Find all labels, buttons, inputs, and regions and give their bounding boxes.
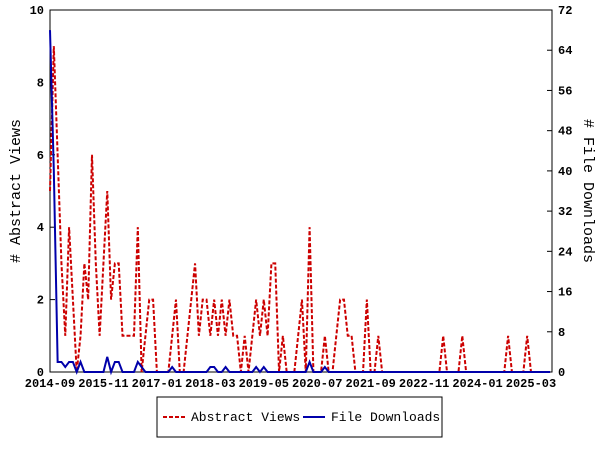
x-tick-label: 2017-01 (132, 377, 182, 391)
legend-box (156, 396, 443, 438)
x-tick-label: 2019-05 (239, 377, 289, 391)
y-axis-title: # Abstract Views (8, 119, 25, 263)
y2-tick-label: 0 (558, 366, 565, 380)
x-tick-label: 2025-03 (506, 377, 556, 391)
series-line (49, 30, 551, 376)
y2-tick-label: 40 (558, 165, 572, 179)
x-tick-label: 2021-09 (345, 377, 395, 391)
legend-label: File Downloads (331, 410, 440, 425)
x-tick-label: 2022-11 (399, 377, 449, 391)
x-tick-label: 2015-11 (78, 377, 128, 391)
y2-tick-label: 48 (558, 125, 572, 139)
y2-tick-label: 24 (558, 245, 572, 259)
legend-label: Abstract Views (191, 410, 300, 425)
x-tick-label: 2018-03 (185, 377, 235, 391)
y2-tick-label: 72 (558, 4, 572, 18)
y2-tick-label: 64 (558, 44, 572, 58)
x-tick-label: 2014-09 (25, 377, 75, 391)
y2-tick-label: 16 (558, 286, 572, 300)
y-tick-label: 6 (37, 149, 44, 163)
series-line (49, 46, 551, 373)
y-tick-label: 2 (37, 294, 44, 308)
x-tick-label: 2020-07 (292, 377, 342, 391)
y2-tick-label: 32 (558, 205, 572, 219)
y2-axis-title: # File Downloads (579, 119, 596, 263)
y-tick-label: 10 (30, 4, 44, 18)
y-tick-label: 8 (37, 76, 44, 90)
y2-tick-label: 56 (558, 84, 572, 98)
x-tick-label: 2024-01 (452, 377, 502, 391)
y-tick-label: 4 (37, 221, 44, 235)
y-tick-label: 0 (37, 366, 44, 380)
y2-tick-label: 8 (558, 326, 565, 340)
